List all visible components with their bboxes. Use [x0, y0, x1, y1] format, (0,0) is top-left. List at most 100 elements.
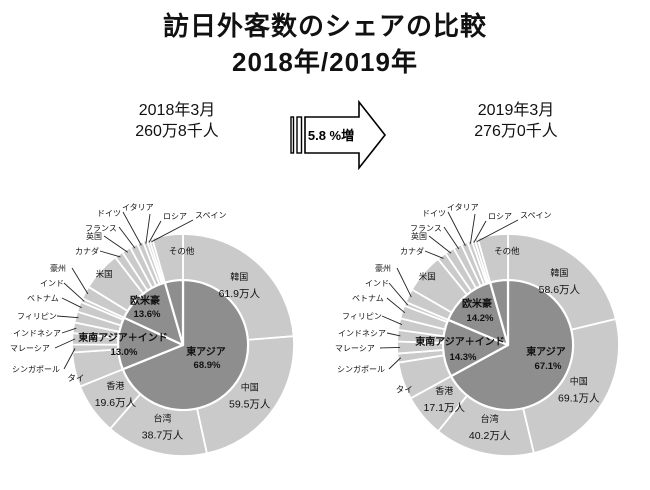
arrow-stripe-2: [296, 116, 303, 154]
change-arrow: 5.8 %増: [289, 99, 389, 171]
segment-label-ベトナム: ベトナム: [352, 294, 384, 303]
inner-region-その他: [489, 278, 510, 347]
callout-line-フランス: [118, 226, 136, 249]
striped-right-arrow-icon: 5.8 %増: [290, 99, 387, 171]
callout-line-シンガポール: [388, 357, 402, 370]
callout-line-フィリピン: [381, 315, 403, 326]
callout-line-ロシア: [148, 220, 162, 243]
region-label-東南アジア＋インド: 東南アジア＋インド: [78, 331, 168, 344]
segment-value-韓国: 61.9万人: [219, 288, 261, 300]
segment-label-韓国: 韓国: [550, 268, 568, 278]
region-label-欧米豪: 欧米豪: [130, 294, 160, 307]
segment-label-英国: 英国: [411, 231, 427, 241]
segment-label-インドネシア: インドネシア: [13, 329, 61, 338]
inner-region-東アジア: [121, 278, 250, 412]
segment-label-ドイツ: ドイツ: [97, 209, 121, 218]
callout-line-スペイン: [476, 219, 519, 242]
segment-label-フィリピン: フィリピン: [342, 312, 382, 321]
region-pct-欧米豪: 14.2%: [467, 313, 494, 324]
segment-label-豪州: 豪州: [50, 263, 66, 273]
segment-label-スペイン: スペイン: [520, 211, 551, 220]
callout-line-インドネシア: [386, 332, 401, 337]
callout-line-ドイツ: [122, 211, 142, 246]
segment-label-その他: その他: [494, 246, 520, 256]
segment-label-韓国: 韓国: [230, 272, 248, 282]
region-pct-東南アジア＋インド: 14.3%: [450, 352, 477, 363]
region-label-東南アジア＋インド: 東南アジア＋インド: [415, 335, 505, 348]
segment-label-マレーシア: マレーシア: [335, 344, 375, 353]
segment-label-インドネシア: インドネシア: [338, 329, 386, 338]
callout-line-スペイン: [151, 219, 194, 243]
region-pct-東アジア: 67.1%: [535, 361, 562, 372]
segment-label-英国: 英国: [86, 231, 102, 241]
callout-line-フィリピン: [56, 315, 79, 319]
segment-label-イタリア: イタリア: [447, 203, 479, 212]
segment-value-台湾: 38.7万人: [142, 429, 184, 441]
segment-value-台湾: 40.2万人: [469, 430, 511, 442]
page-title: 訪日外客数のシェアの比較 2018年/2019年: [0, 8, 650, 80]
segment-label-シンガポール: シンガポール: [12, 364, 60, 374]
segment-label-ロシア: ロシア: [163, 212, 187, 221]
callout-line-フランス: [443, 226, 460, 250]
callout-line-インド: [388, 282, 409, 306]
segment-label-タイ: タイ: [67, 373, 84, 383]
callout-line-マレーシア: [54, 338, 76, 349]
region-pct-東アジア: 68.9%: [194, 360, 221, 371]
segment-label-中国: 中国: [241, 381, 259, 392]
region-label-東アジア: 東アジア: [526, 345, 566, 358]
segment-label-フィリピン: フィリピン: [17, 312, 57, 321]
segment-label-イタリア: イタリア: [122, 203, 154, 212]
callout-line-ベトナム: [61, 297, 82, 309]
segment-label-台湾: 台湾: [481, 413, 499, 424]
region-label-欧米豪: 欧米豪: [462, 297, 492, 310]
segment-label-スペイン: スペイン: [195, 211, 226, 220]
segment-label-マレーシア: マレーシア: [10, 344, 50, 353]
segment-label-その他: その他: [169, 246, 195, 256]
after-period: 2019年3月: [477, 102, 555, 119]
page-title-line1: 訪日外客数のシェアの比較: [162, 11, 487, 41]
callout-line-カナダ: [424, 250, 444, 259]
segment-value-中国: 69.1万人: [558, 392, 600, 404]
before-period: 2018年3月: [138, 102, 216, 119]
callout-line-豪州: [396, 267, 412, 298]
segment-value-中国: 59.5万人: [229, 398, 271, 410]
callout-line-イタリア: [145, 213, 151, 244]
segment-label-中国: 中国: [570, 375, 588, 386]
callout-line-英国: [103, 235, 128, 253]
after-total: 276万0千人: [474, 123, 558, 140]
after-summary: 2019年3月 276万0千人: [431, 100, 601, 142]
before-total: 260万8千人: [135, 123, 219, 140]
segment-label-ロシア: ロシア: [488, 212, 512, 221]
arrow-label: 5.8 %増: [308, 128, 354, 143]
segment-label-米国: 米国: [419, 271, 436, 281]
region-pct-東南アジア＋インド: 13.0%: [111, 347, 138, 358]
segment-label-台湾: 台湾: [154, 412, 172, 423]
region-label-東アジア: 東アジア: [186, 345, 226, 358]
segment-label-ドイツ: ドイツ: [422, 209, 446, 218]
segment-label-香港: 香港: [435, 385, 453, 396]
segment-label-豪州: 豪州: [375, 263, 391, 273]
segment-label-インド: インド: [40, 279, 64, 288]
callout-line-インド: [63, 282, 85, 302]
callout-line-ロシア: [473, 220, 487, 243]
segment-label-ベトナム: ベトナム: [27, 294, 59, 303]
before-summary: 2018年3月 260万8千人: [92, 100, 262, 142]
segment-label-カナダ: カナダ: [400, 246, 424, 256]
callout-line-ベトナム: [386, 297, 406, 314]
segment-label-インド: インド: [365, 279, 389, 288]
segment-label-シンガポール: シンガポール: [337, 364, 385, 374]
callout-line-イタリア: [470, 213, 476, 244]
arrow-stripe-1: [290, 116, 295, 154]
inner-region-東南アジア＋インド: [441, 318, 510, 378]
segment-label-フランス: フランス: [85, 224, 117, 233]
arrow-body: [304, 99, 387, 171]
callout-line-カナダ: [99, 250, 121, 258]
segment-value-香港: 17.1万人: [424, 402, 466, 414]
inner-region-欧米豪: [447, 281, 510, 347]
callout-line-シンガポール: [63, 348, 76, 370]
segment-label-米国: 米国: [96, 269, 113, 279]
segment-label-フランス: フランス: [410, 224, 442, 233]
